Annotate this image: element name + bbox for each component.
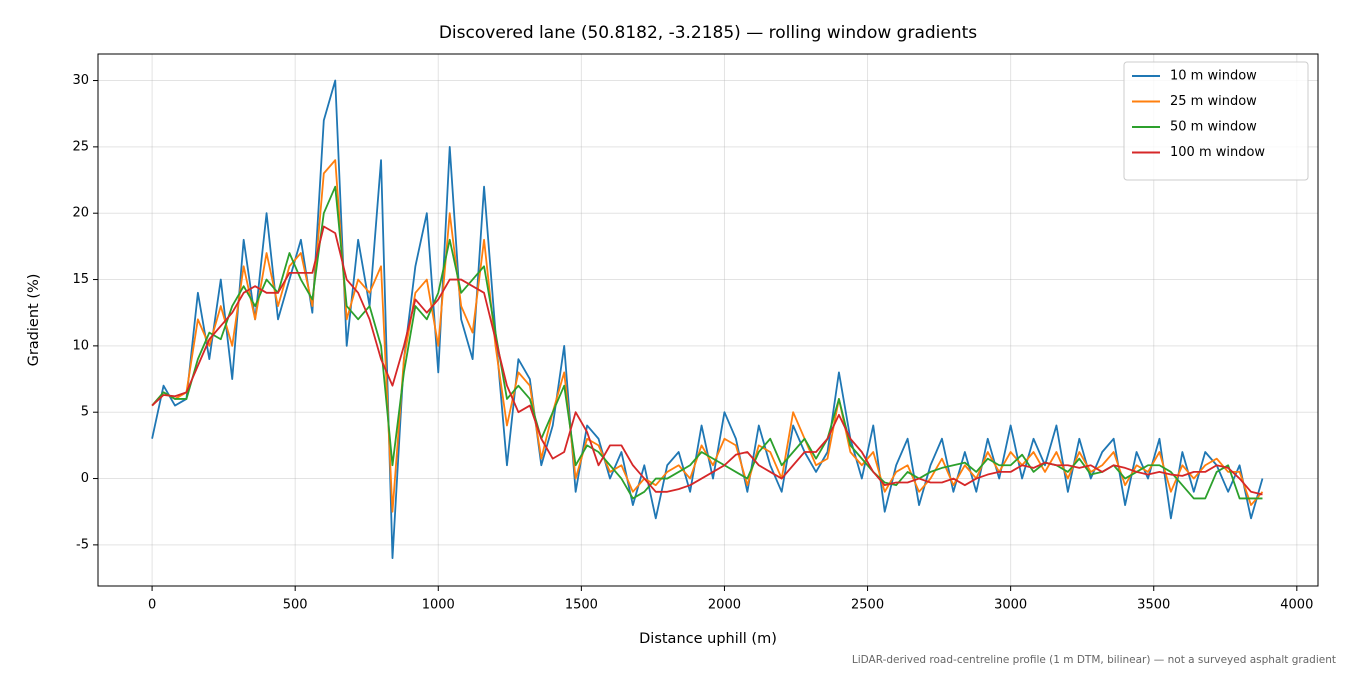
series-line [151, 79, 1264, 560]
x-tick-label: 500 [283, 598, 308, 613]
chart-title: Discovered lane (50.8182, -3.2185) — rol… [439, 23, 977, 43]
plot-frame [97, 53, 1319, 587]
x-tick-label: 1500 [565, 598, 598, 613]
x-tick-label: 3000 [994, 598, 1027, 613]
y-tick-label: 10 [72, 338, 89, 353]
x-axis-label: Distance uphill (m) [639, 631, 777, 647]
x-tick-label: 1000 [422, 598, 455, 613]
legend-box [1123, 61, 1309, 181]
legend-label: 100 m window [1170, 145, 1265, 160]
x-tick-label: 3500 [1137, 598, 1170, 613]
legend-label: 25 m window [1170, 94, 1257, 109]
legend-label: 50 m window [1170, 120, 1257, 135]
y-tick-label: 15 [72, 272, 89, 287]
y-tick-label: 25 [72, 139, 89, 154]
y-tick-label: 20 [72, 206, 89, 221]
footnote: LiDAR-derived road-centreline profile (1… [852, 654, 1336, 666]
x-tick-label: 2000 [708, 598, 741, 613]
y-tick-label: 0 [81, 471, 89, 486]
x-tick-label: 4000 [1280, 598, 1313, 613]
x-tick-label: 2500 [851, 598, 884, 613]
y-tick-label: 30 [72, 73, 89, 88]
y-axis-label: Gradient (%) [26, 274, 42, 367]
x-tick-label: 0 [148, 598, 156, 613]
legend-label: 10 m window [1170, 69, 1257, 84]
y-tick-label: -5 [76, 537, 89, 552]
y-tick-label: 5 [81, 405, 89, 420]
series-line [151, 185, 1263, 500]
series-line [151, 225, 1263, 496]
